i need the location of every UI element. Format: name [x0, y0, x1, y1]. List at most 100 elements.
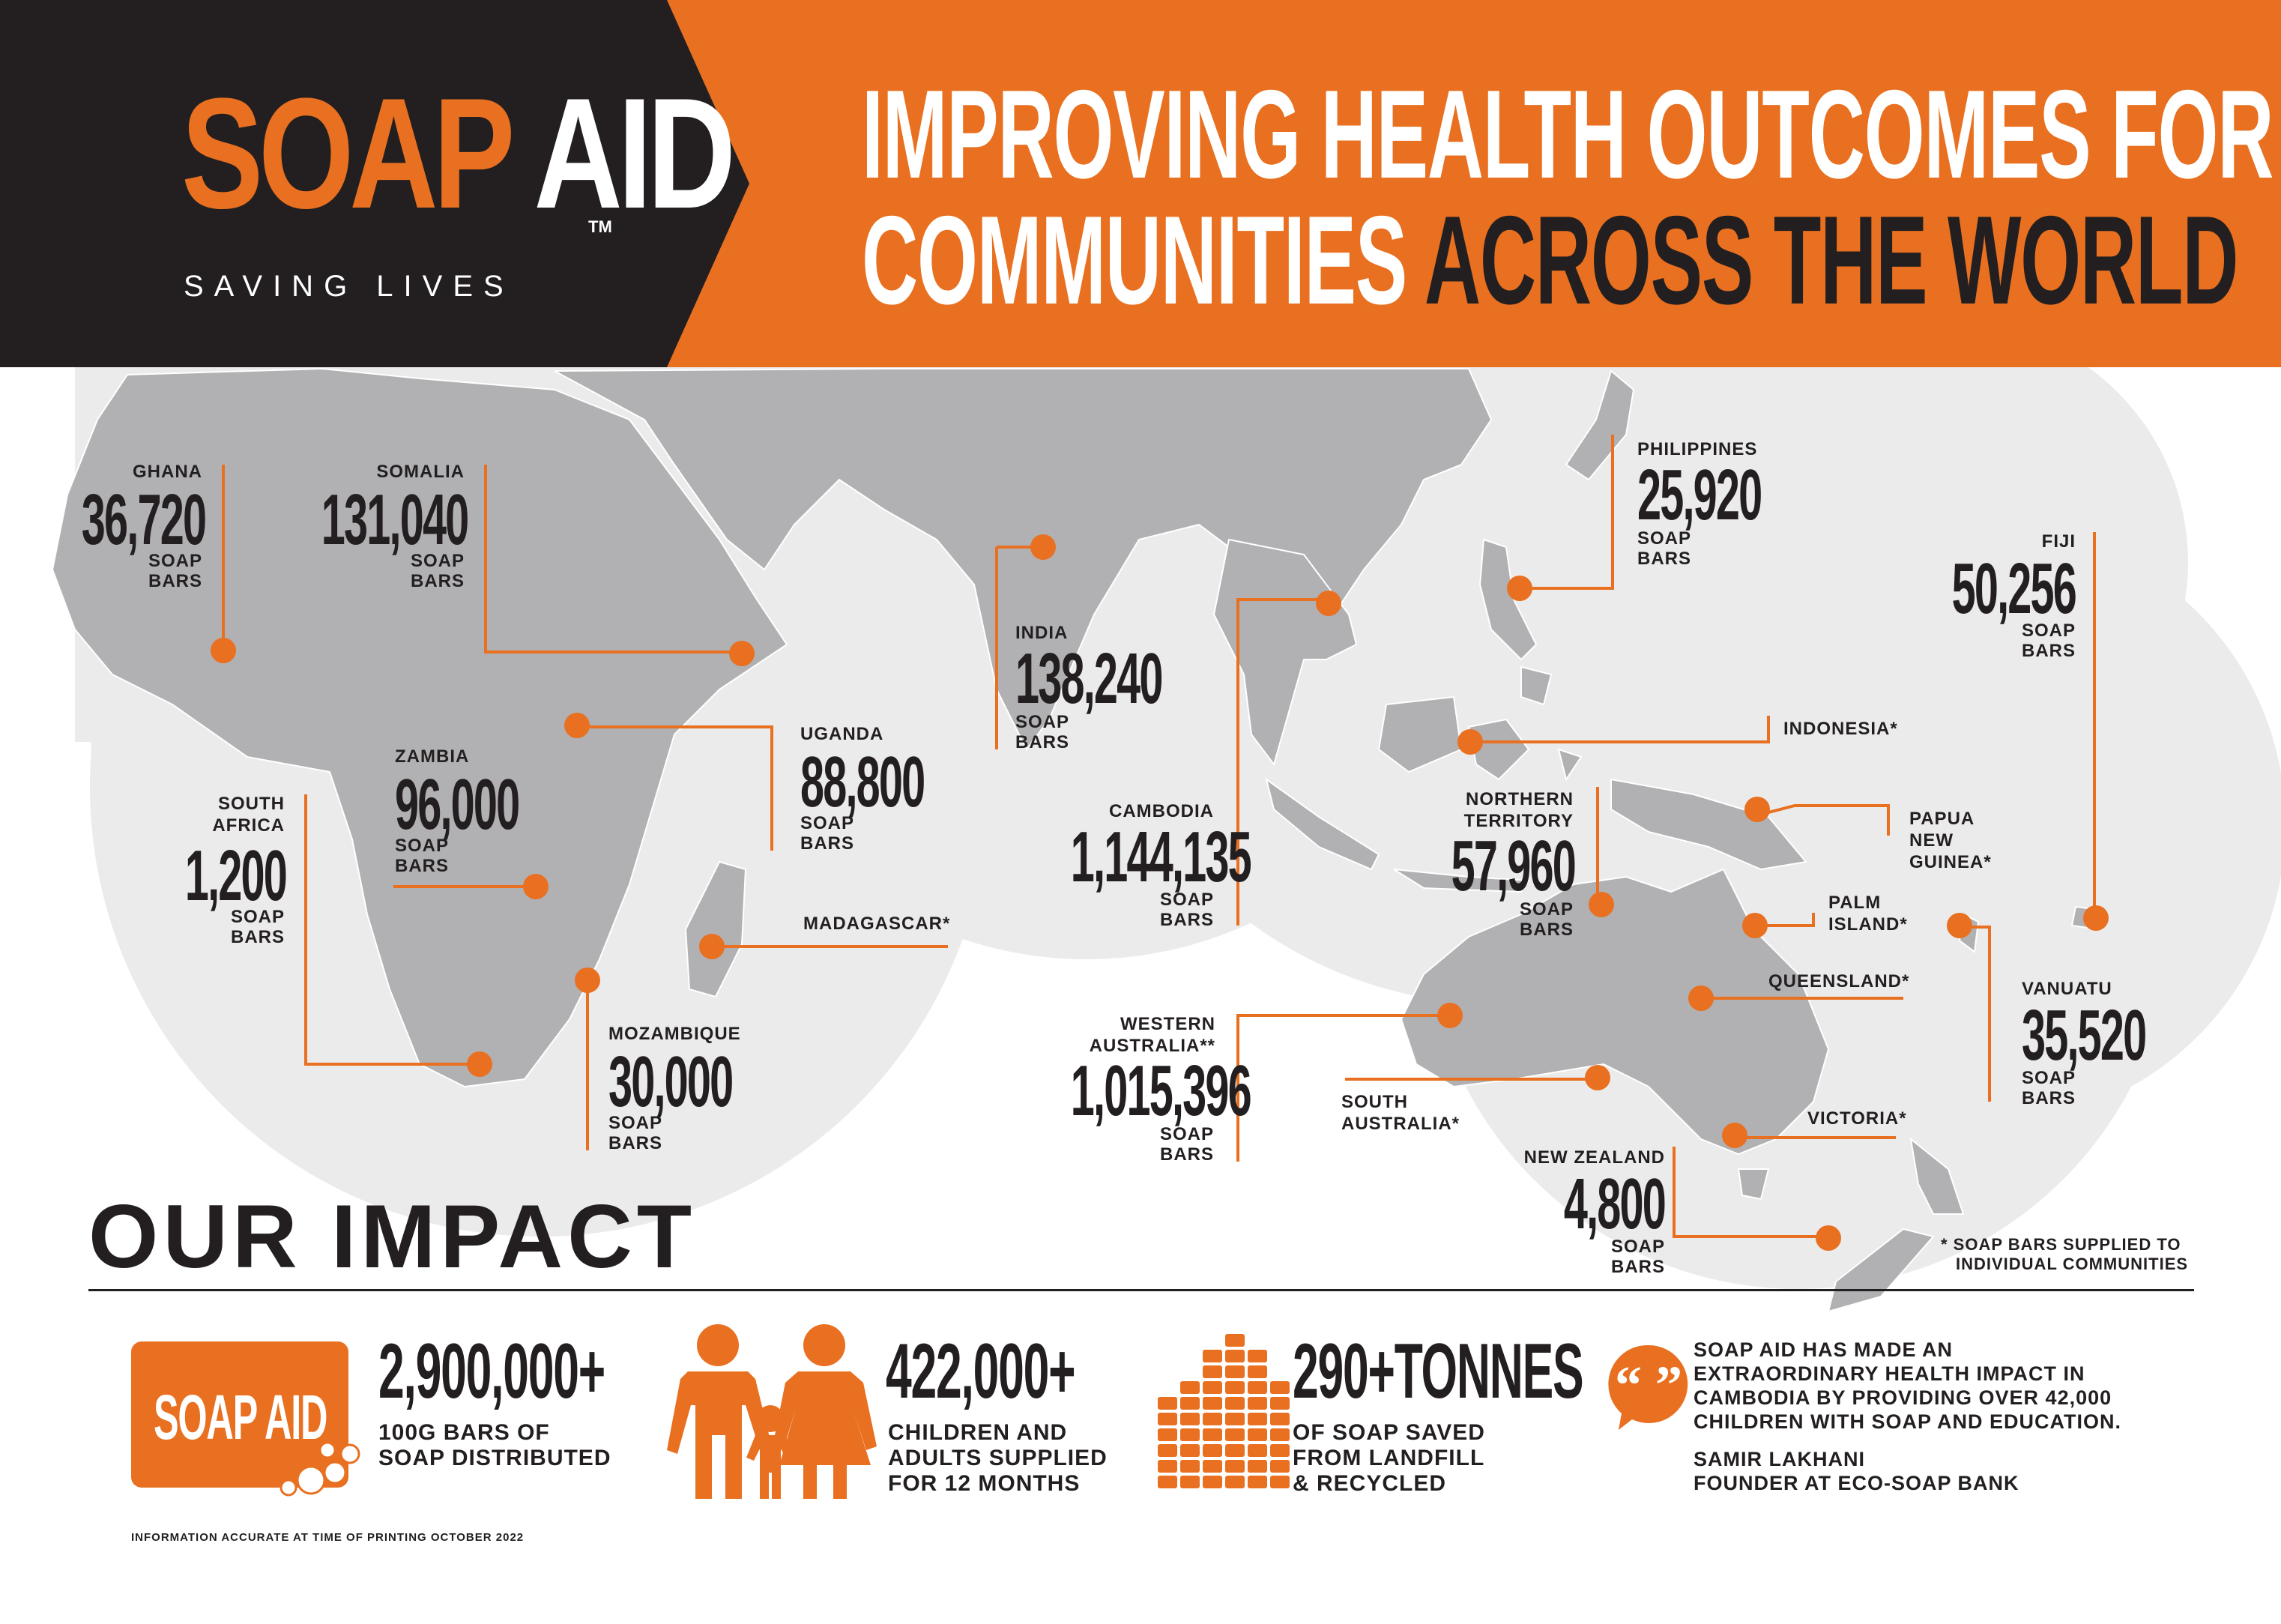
soap-block	[1203, 1413, 1222, 1425]
palm-island-name: PALM ISLAND*	[1828, 893, 1908, 935]
mozambique-unit: SOAP BARS	[608, 1113, 663, 1153]
soap-bar-icon-text: SOAP AID	[154, 1382, 327, 1452]
asia-landmass	[554, 368, 1493, 751]
soap-block	[1203, 1397, 1222, 1410]
madagascar-landmass	[684, 860, 747, 998]
northern-territory-value: 57,960	[1451, 826, 1577, 906]
headline: IMPROVING HEALTH OUTCOMES FOR COMMUNITIE…	[862, 64, 2274, 323]
india-unit: SOAP BARS	[1015, 712, 1070, 752]
india-connector	[997, 546, 1043, 549]
northern-territory-unit: SOAP BARS	[1519, 899, 1574, 940]
western-australia-value: 1,015,396	[1070, 1051, 1252, 1131]
new-zealand-value: 4,800	[1563, 1164, 1667, 1244]
ghana-value: 36,720	[81, 480, 207, 560]
soap-block	[1180, 1476, 1200, 1488]
new-zealand-landmass	[1827, 1137, 1965, 1313]
soap-block	[1203, 1460, 1222, 1473]
stacked-soap-icon	[1158, 1334, 1290, 1488]
soap-block	[1270, 1397, 1290, 1410]
impact-divider	[88, 1289, 2194, 1291]
soap-aid-logo: SOAP AID	[181, 75, 736, 232]
vanuatu-name: VANUATU	[2022, 979, 2112, 999]
soap-aid-bar-icon	[131, 1341, 360, 1497]
zambia-value: 96,000	[395, 764, 520, 845]
soap-block	[1158, 1444, 1177, 1457]
ghana-name: GHANA	[133, 462, 202, 482]
family-icon	[667, 1324, 877, 1499]
northern-territory-dot	[1589, 892, 1614, 917]
soap-block	[1225, 1397, 1245, 1410]
cambodia-name: CAMBODIA	[1109, 801, 1214, 821]
soap-block	[1180, 1460, 1200, 1473]
soap-block	[1158, 1476, 1177, 1488]
soap-block	[1203, 1476, 1222, 1488]
palm-island-dot	[1742, 913, 1768, 938]
queensland-name: QUEENSLAND*	[1768, 971, 1910, 991]
trademark: TM	[588, 217, 612, 236]
zambia-name: ZAMBIA	[395, 746, 470, 767]
soap-block	[1158, 1397, 1177, 1410]
western-australia-dot	[1437, 1003, 1463, 1028]
soap-block	[1225, 1413, 1245, 1425]
south-australia-dot	[1585, 1065, 1610, 1090]
somalia-name: SOMALIA	[376, 462, 465, 482]
map-footnote: * SOAP BARS SUPPLIED TO INDIVIDUAL COMMU…	[1941, 1235, 2189, 1273]
stat-bars-value: 2,900,000+	[378, 1328, 605, 1415]
logo-aid-word: AID	[534, 65, 736, 241]
mozambique-value: 30,000	[608, 1042, 734, 1122]
soap-block	[1225, 1444, 1245, 1457]
impact-title: OUR IMPACT	[88, 1186, 697, 1287]
logo-panel	[0, 0, 749, 367]
soap-block	[1248, 1365, 1267, 1378]
soap-block	[1158, 1428, 1177, 1441]
fiji-unit: SOAP BARS	[2021, 621, 2076, 661]
mozambique-dot	[575, 968, 600, 993]
headline-line-1: IMPROVING HEALTH OUTCOMES FOR	[862, 64, 2274, 205]
cambodia-dot	[1316, 591, 1341, 616]
land-masses	[51, 367, 2107, 1313]
tasmania-landmass	[1737, 1168, 1770, 1201]
soap-block	[1203, 1381, 1222, 1394]
uganda-unit: SOAP BARS	[800, 813, 855, 854]
zambia-dot	[523, 874, 549, 899]
western-australia-name: WESTERN AUSTRALIA**	[1089, 1014, 1215, 1056]
somalia-value: 131,040	[321, 480, 469, 560]
ghana-unit: SOAP BARS	[148, 551, 202, 591]
india-value: 138,240	[1015, 639, 1163, 719]
soap-block	[1225, 1334, 1245, 1347]
png-landmass	[1610, 778, 1807, 871]
south-africa-dot	[467, 1051, 492, 1077]
south-australia-name: SOUTH AUSTRALIA*	[1341, 1092, 1460, 1134]
philippines-unit: SOAP BARS	[1637, 528, 1692, 569]
stat-people-value: 422,000+	[886, 1328, 1076, 1415]
uganda-dot	[564, 713, 590, 738]
victoria-name: VICTORIA*	[1807, 1108, 1907, 1129]
philippines-dot	[1507, 576, 1532, 601]
accuracy-note: INFORMATION ACCURATE AT TIME OF PRINTING…	[131, 1531, 525, 1544]
soap-block	[1225, 1476, 1245, 1488]
fiji-value: 50,256	[1951, 549, 2077, 629]
soap-block	[1158, 1460, 1177, 1473]
indonesia-name: INDONESIA*	[1783, 719, 1898, 739]
soap-block	[1248, 1381, 1267, 1394]
soap-block	[1225, 1350, 1245, 1362]
soap-block	[1203, 1365, 1222, 1378]
soap-block	[1248, 1460, 1267, 1473]
soap-block	[1270, 1460, 1290, 1473]
vanuatu-dot	[1947, 913, 1972, 938]
zambia-unit: SOAP BARS	[395, 836, 450, 876]
world-map	[51, 367, 2281, 1313]
indonesia-dot	[1457, 729, 1483, 755]
queensland-dot	[1688, 985, 1714, 1011]
new-zealand-dot	[1816, 1225, 1841, 1251]
western-australia-unit: SOAP BARS	[1159, 1124, 1214, 1165]
stat-tonnes-caption: OF SOAP SAVED FROM LANDFILL & RECYCLED	[1293, 1420, 1485, 1496]
south-africa-unit: SOAP BARS	[230, 907, 285, 947]
soap-block	[1203, 1428, 1222, 1441]
japan-landmass	[1565, 369, 1635, 481]
africa-landmass	[51, 367, 788, 1088]
headline-line-2-light: COMMUNITIES	[862, 190, 1407, 330]
soap-block	[1270, 1476, 1290, 1488]
somalia-unit: SOAP BARS	[410, 551, 465, 591]
soap-block	[1180, 1381, 1200, 1394]
